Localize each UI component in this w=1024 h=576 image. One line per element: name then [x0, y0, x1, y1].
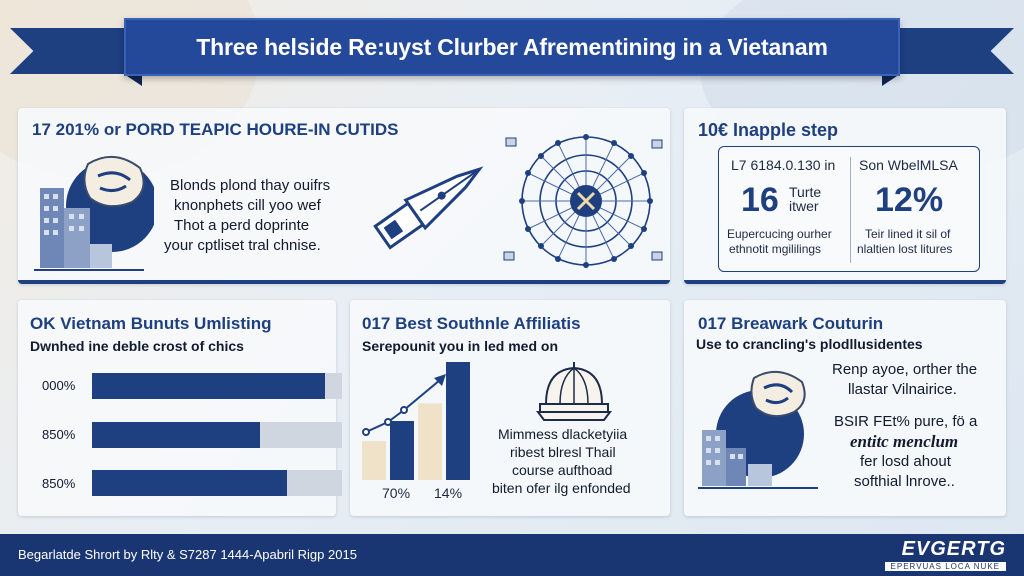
panel-title: OK Vietnam Bunuts Umlisting — [30, 314, 272, 333]
panel-accent-bar — [684, 280, 1006, 284]
panel-title: 10€ Inapple step — [698, 120, 839, 140]
panel-text-line: entitc menclum — [850, 432, 959, 451]
panel-text-line: Thot a perd doprinte — [174, 217, 310, 234]
arrow-up-icon — [434, 374, 446, 386]
stat-label: Son WbelMLSA — [859, 157, 958, 173]
logo-subtext: EPERVUAS LOCA NUKE — [884, 562, 1006, 571]
footer-credit: Begarlatde Shrort by Rlty & S7287 1444-A… — [18, 547, 357, 562]
brand-logo: EVGERTG EPERVUAS LOCA NUKE — [882, 538, 1006, 572]
panel-bottom-left: OK Vietnam Bunuts Umlisting Dwnhed ine d… — [18, 300, 342, 516]
panel-title: 017 Breawark Couturin — [698, 314, 884, 333]
logo-text: EVGERTG — [901, 538, 1006, 560]
chart-bar — [446, 362, 470, 480]
panel-accent-bar — [18, 280, 670, 284]
city-hands-illustration — [34, 156, 154, 271]
panel-bottom-right: 017 Breawark Couturin Use to crancling's… — [684, 300, 1006, 516]
growth-bar-chart — [362, 362, 470, 480]
chart-tick-label: 14% — [434, 485, 463, 501]
dome-building-icon — [536, 362, 612, 421]
stat-unit: Turte — [789, 184, 822, 200]
panel-text-line: biten ofer ilg enfonded — [492, 480, 631, 496]
bar-track — [92, 470, 342, 496]
trend-point — [362, 428, 370, 436]
chart-bar — [418, 403, 442, 480]
chart-bar — [362, 441, 386, 480]
panel-text-line: Renp ayoe, orther the — [832, 361, 978, 378]
panel-text-line: Blonds plond thay ouifrs — [170, 177, 331, 194]
stat-caption: Eupercucing ourher — [727, 227, 832, 241]
panel-text-line: Mimmess dlacketyiia — [498, 426, 628, 442]
panel-text-line: ribest blresl Thail — [510, 444, 616, 460]
panel-subtitle: Dwnhed ine deble crost of chics — [30, 338, 244, 354]
chart-bar — [390, 421, 414, 480]
pen-nib-icon — [373, 166, 484, 250]
trend-point — [384, 418, 392, 426]
city-hands-illustration — [698, 371, 818, 489]
panel-text-line: knonphets cill yoo wef — [174, 197, 321, 214]
footer-bar: Begarlatde Shrort by Rlty & S7287 1444-A… — [0, 534, 1024, 576]
page-title: Three helside Re:uyst Clurber Afrementin… — [196, 33, 828, 60]
panel-bottom-middle: 017 Best Southnle Affiliatis Serepounit … — [350, 300, 670, 516]
bar-fill — [92, 470, 287, 496]
panel-title: 17 201% or PORD TEAPIC HOURE-IN CUTIDS — [32, 120, 399, 139]
title-banner: Three helside Re:uyst Clurber Afrementin… — [124, 18, 900, 76]
panel-text-line: your cptliset tral chnise. — [164, 237, 321, 254]
panel-text-line: course aufthoad — [512, 462, 613, 478]
stat-box: L7 6184.0.130 in 16 Turte itwer Eupercuc… — [718, 146, 980, 272]
stat-value: 12% — [875, 181, 944, 219]
bar-track — [92, 373, 342, 399]
panel-text-line: llastar Vilnairice. — [848, 381, 957, 398]
chart-tick-label: 70% — [382, 485, 411, 501]
panel-subtitle: Serepounit you in led med on — [362, 338, 559, 354]
stat-divider — [850, 157, 851, 263]
stat-unit: itwer — [789, 198, 819, 214]
panel-text-line: softhial lnrove.. — [854, 473, 955, 490]
stat-value: 16 — [741, 181, 779, 219]
stat-caption: ethnotit mgililings — [729, 242, 822, 256]
bar-track — [92, 422, 342, 448]
panel-text-line: BSIR FEt% pure, fö a — [834, 413, 978, 430]
stat-caption: nlaltien lost litures — [857, 242, 953, 256]
bar-fill — [92, 373, 325, 399]
panel-text-line: fer losd ahout — [860, 453, 951, 470]
stat-caption: Teir lined it sil of — [865, 227, 951, 241]
panel-top-left: 17 201% or PORD TEAPIC HOURE-IN CUTIDS B… — [18, 108, 670, 284]
trend-line — [365, 379, 441, 433]
bar-fill — [92, 422, 260, 448]
bar-label: 850% — [42, 476, 76, 491]
panel-title: 017 Best Southnle Affiliatis — [362, 314, 581, 333]
panel-subtitle: Use to crancling's plodllusidentes — [696, 336, 923, 352]
trend-point — [400, 406, 408, 414]
stat-label: L7 6184.0.130 in — [731, 157, 836, 173]
bar-label: 000% — [42, 378, 76, 393]
bar-label: 850% — [42, 427, 76, 442]
network-hub-icon — [503, 134, 663, 268]
